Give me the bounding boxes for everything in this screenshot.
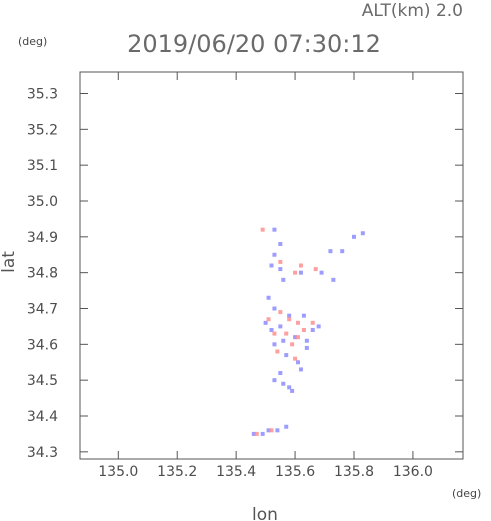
data-point bbox=[298, 270, 303, 275]
data-point bbox=[272, 342, 277, 347]
data-point bbox=[360, 231, 365, 236]
data-point bbox=[301, 328, 306, 332]
data-point bbox=[316, 324, 321, 329]
data-point bbox=[284, 424, 289, 429]
x-axis-ticks bbox=[117, 72, 414, 459]
data-point bbox=[281, 338, 286, 343]
data-point bbox=[260, 431, 265, 436]
data-point bbox=[284, 331, 289, 336]
x-axis-tick-labels: 135.0 135.2 135.4 135.6 135.8 136.0 bbox=[98, 464, 433, 480]
data-point bbox=[298, 263, 303, 268]
data-point bbox=[319, 270, 324, 275]
data-point bbox=[287, 313, 292, 318]
data-point bbox=[275, 428, 280, 433]
y-tick-label: 35.2 bbox=[27, 122, 58, 138]
data-point bbox=[281, 381, 286, 386]
data-point bbox=[296, 360, 301, 365]
data-point bbox=[272, 331, 277, 336]
x-tick-label: 136.0 bbox=[393, 464, 433, 480]
data-point bbox=[263, 320, 268, 325]
data-point bbox=[278, 324, 283, 329]
data-point bbox=[278, 310, 283, 315]
data-point bbox=[287, 317, 292, 322]
y-tick-label: 35.1 bbox=[27, 158, 58, 174]
y-tick-label: 34.4 bbox=[27, 409, 58, 425]
data-point bbox=[287, 385, 292, 390]
data-point bbox=[290, 388, 295, 393]
data-point bbox=[266, 295, 271, 300]
y-tick-label: 34.7 bbox=[27, 302, 58, 318]
data-point bbox=[281, 277, 286, 282]
data-point bbox=[278, 259, 283, 264]
data-point bbox=[269, 263, 274, 268]
x-tick-label: 135.4 bbox=[216, 464, 256, 480]
data-point bbox=[272, 252, 277, 257]
data-point bbox=[275, 349, 280, 354]
data-point bbox=[272, 227, 277, 232]
y-tick-label: 34.9 bbox=[27, 230, 58, 246]
data-points bbox=[251, 227, 365, 436]
data-point bbox=[266, 428, 271, 433]
y-tick-label: 35.0 bbox=[27, 194, 58, 210]
y-axis-label: lat bbox=[0, 251, 19, 273]
data-point bbox=[266, 317, 271, 322]
x-tick-label: 135.2 bbox=[157, 464, 197, 480]
data-point bbox=[340, 249, 345, 254]
altitude-label: ALT(km) 2.0 bbox=[362, 1, 463, 21]
y-tick-label: 34.8 bbox=[27, 266, 58, 282]
data-point bbox=[313, 267, 318, 272]
data-point bbox=[293, 270, 298, 275]
data-point bbox=[298, 367, 303, 372]
data-point bbox=[304, 338, 309, 343]
data-point bbox=[269, 328, 274, 332]
data-point bbox=[331, 277, 336, 282]
x-tick-label: 135.6 bbox=[275, 464, 315, 480]
data-point bbox=[304, 345, 309, 350]
y-tick-label: 34.3 bbox=[27, 445, 58, 461]
data-point bbox=[296, 320, 301, 325]
chart-timestamp: 2019/06/20 07:30:12 bbox=[127, 30, 381, 58]
x-tick-label: 135.0 bbox=[98, 464, 138, 480]
data-point bbox=[269, 428, 274, 433]
x-axis-label: lon bbox=[252, 505, 278, 521]
data-point bbox=[351, 234, 356, 239]
data-point bbox=[278, 242, 283, 246]
data-point bbox=[290, 342, 295, 347]
data-point bbox=[284, 353, 289, 358]
data-point bbox=[254, 431, 259, 436]
data-point bbox=[272, 378, 277, 383]
data-point bbox=[296, 335, 301, 340]
data-point bbox=[278, 267, 283, 272]
data-point bbox=[260, 227, 265, 232]
y-tick-label: 35.3 bbox=[27, 87, 58, 103]
data-point bbox=[310, 320, 315, 325]
y-axis-ticks bbox=[80, 93, 463, 453]
x-axis-unit: (deg) bbox=[452, 487, 481, 500]
data-point bbox=[301, 313, 306, 318]
y-axis-unit: (deg) bbox=[18, 35, 47, 48]
x-tick-label: 135.8 bbox=[334, 464, 374, 480]
data-point bbox=[328, 249, 333, 254]
data-point bbox=[272, 306, 277, 311]
y-axis-tick-labels: 34.3 34.4 34.5 34.6 34.7 34.8 34.9 35.0 35.1 35.2… bbox=[27, 87, 58, 461]
data-point bbox=[293, 335, 298, 340]
y-tick-label: 34.6 bbox=[27, 337, 58, 353]
data-point bbox=[310, 328, 315, 332]
data-point bbox=[278, 371, 283, 375]
data-point bbox=[293, 356, 298, 361]
y-tick-label: 34.5 bbox=[27, 373, 58, 389]
data-point bbox=[251, 431, 256, 436]
